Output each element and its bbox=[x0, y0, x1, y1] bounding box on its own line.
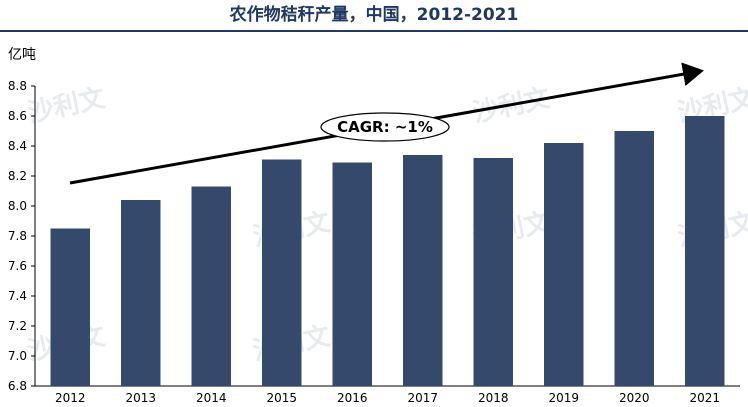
y-axis-ticks: 6.8 7.0 7.2 7.4 7.6 7.8 8.0 8.2 8.4 8.6 8.8 bbox=[8, 79, 35, 393]
x-tick-label: 2013 bbox=[125, 391, 156, 405]
y-tick-label: 8.0 bbox=[8, 199, 27, 213]
x-tick-label: 2012 bbox=[55, 391, 86, 405]
x-tick-label: 2017 bbox=[407, 391, 438, 405]
y-tick-label: 8.4 bbox=[8, 139, 27, 153]
bar-2017 bbox=[403, 155, 443, 386]
bars-group bbox=[50, 116, 725, 386]
x-tick-label: 2014 bbox=[196, 391, 227, 405]
bar-2012 bbox=[50, 228, 90, 386]
bar-2020 bbox=[614, 131, 654, 386]
y-tick-label: 7.2 bbox=[8, 319, 27, 333]
y-tick-label: 8.2 bbox=[8, 169, 27, 183]
bar-2019 bbox=[544, 143, 584, 386]
x-tick-label: 2018 bbox=[478, 391, 509, 405]
x-tick-label: 2016 bbox=[337, 391, 368, 405]
y-tick-label: 8.8 bbox=[8, 79, 27, 93]
x-tick-label: 2020 bbox=[619, 391, 650, 405]
y-tick-label: 7.8 bbox=[8, 229, 27, 243]
title-divider bbox=[0, 30, 748, 32]
cagr-label: CAGR: ~1% bbox=[337, 118, 433, 136]
x-tick-label: 2021 bbox=[689, 391, 720, 405]
cagr-callout bbox=[320, 112, 450, 142]
y-axis-unit: 亿吨 bbox=[8, 47, 36, 63]
bar-2014 bbox=[191, 186, 231, 386]
bar-2015 bbox=[262, 159, 302, 386]
y-tick-label: 7.0 bbox=[8, 349, 27, 363]
bar-2016 bbox=[332, 162, 372, 386]
bar-2013 bbox=[121, 200, 161, 386]
bar-2021 bbox=[685, 116, 725, 386]
x-tick-label: 2019 bbox=[548, 391, 579, 405]
y-tick-label: 6.8 bbox=[8, 379, 27, 393]
x-tick-label: 2015 bbox=[266, 391, 297, 405]
y-tick-label: 7.6 bbox=[8, 259, 27, 273]
chart-title: 农作物秸秆产量，中国，2012-2021 bbox=[229, 5, 519, 25]
bar-2018 bbox=[473, 158, 513, 386]
watermark-text: 沙利文 bbox=[25, 82, 109, 129]
x-axis-ticks: 2012 2013 2014 2015 2016 2017 2018 2019 2020 2021 bbox=[55, 391, 720, 405]
y-tick-label: 7.4 bbox=[8, 289, 27, 303]
y-tick-label: 8.6 bbox=[8, 109, 27, 123]
